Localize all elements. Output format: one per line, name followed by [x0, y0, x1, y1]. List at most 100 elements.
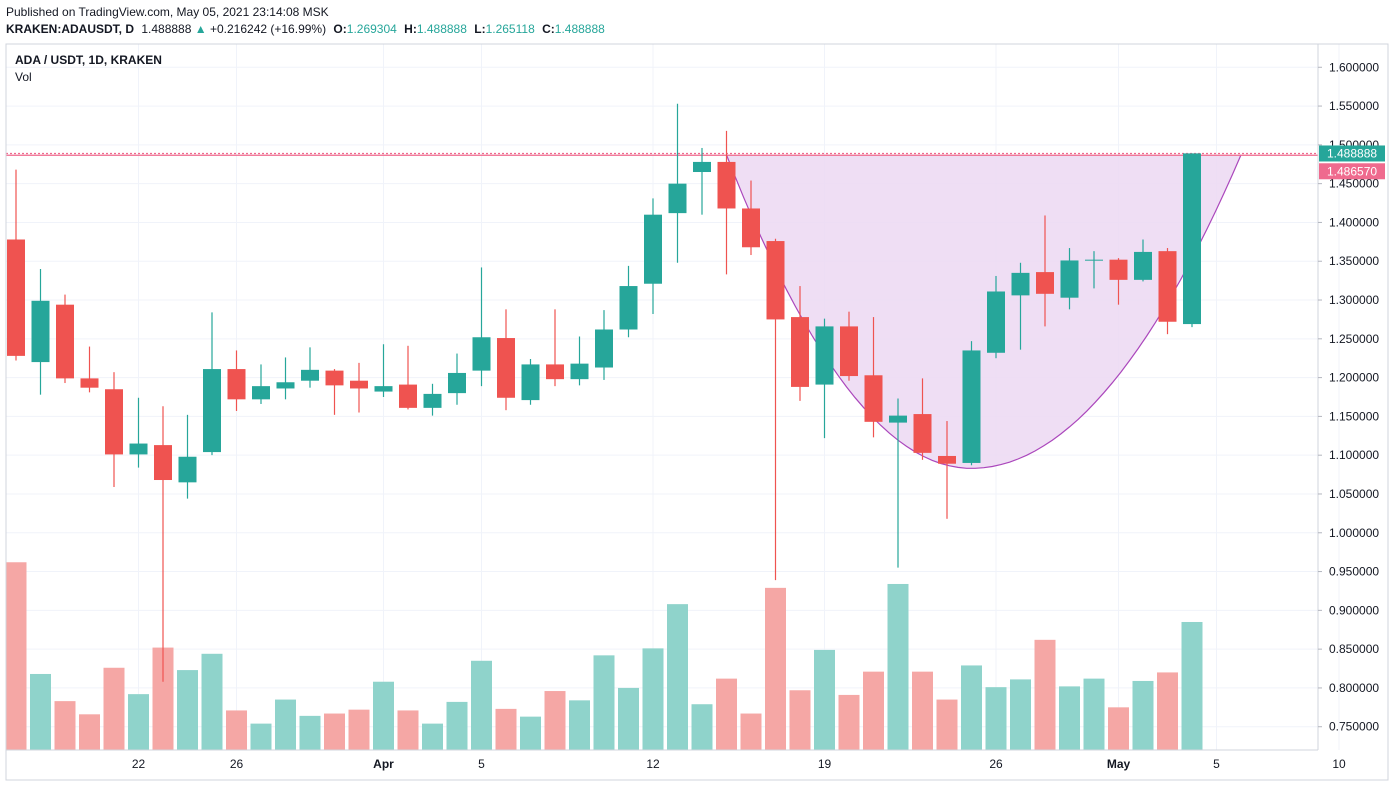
candle[interactable]: [1011, 262, 1030, 350]
candle-body: [668, 183, 687, 214]
volume-bar: [422, 723, 443, 750]
candle[interactable]: [252, 364, 270, 404]
volume-bar: [1108, 707, 1129, 750]
chart-frame: [5, 43, 1389, 781]
y-tick-label: 1.200000: [1329, 371, 1379, 385]
price-level-lines: [6, 152, 1318, 156]
candle[interactable]: [693, 147, 711, 215]
candle[interactable]: [154, 406, 172, 682]
candle[interactable]: [938, 421, 956, 519]
outer-border: [5, 43, 1389, 781]
volume-bar: [667, 604, 688, 750]
candle[interactable]: [448, 353, 466, 405]
candle[interactable]: [203, 312, 221, 456]
close-label: C:: [542, 22, 555, 36]
volume-bar: [1157, 672, 1178, 750]
candle[interactable]: [913, 378, 932, 460]
y-tick-label: 1.000000: [1329, 526, 1379, 540]
candle[interactable]: [815, 318, 834, 439]
candle[interactable]: [1158, 248, 1177, 335]
candle-body: [815, 326, 834, 385]
candle[interactable]: [105, 372, 123, 487]
price-labels: 1.488888 1.486570: [1319, 145, 1385, 180]
cup-outline: [725, 154, 1242, 469]
candle[interactable]: [276, 357, 295, 400]
volume-bar: [79, 714, 100, 750]
candle-body: [31, 300, 50, 363]
candle[interactable]: [595, 310, 613, 380]
candle[interactable]: [1060, 248, 1079, 310]
x-tick-label: 26: [230, 757, 244, 771]
candle[interactable]: [962, 341, 981, 466]
candle[interactable]: [889, 398, 907, 568]
candle[interactable]: [668, 103, 687, 263]
volume-bar: [1083, 678, 1105, 750]
symbol-legend: KRAKEN:ADAUSDT, D 1.488888 ▲ +0.216242 (…: [6, 22, 605, 36]
candle-body: [766, 241, 785, 320]
time-axis[interactable]: 22 26 Apr 5 12 19 26 May 5 10: [132, 757, 1346, 771]
candle[interactable]: [374, 344, 393, 397]
candle-body: [423, 393, 442, 408]
candle[interactable]: [840, 311, 858, 381]
candle-body: [105, 389, 123, 455]
price-axis[interactable]: 1.6000001.5500001.5000001.4500001.400000…: [1318, 60, 1379, 734]
candle[interactable]: [742, 180, 760, 256]
candle[interactable]: [619, 265, 638, 338]
volume-bar: [1010, 679, 1031, 750]
candle-body: [301, 369, 319, 381]
candle[interactable]: [325, 369, 344, 415]
y-tick-label: 0.850000: [1329, 642, 1379, 656]
candle[interactable]: [129, 397, 148, 468]
candle[interactable]: [1036, 215, 1054, 327]
candle[interactable]: [570, 336, 589, 386]
candle-body: [889, 415, 907, 423]
candle[interactable]: [350, 362, 368, 413]
volume-bar: [838, 694, 860, 750]
volume-bar: [471, 660, 492, 750]
volume-bar: [716, 678, 737, 750]
high-value: 1.488888: [416, 22, 467, 36]
candle-body: [987, 291, 1005, 353]
candle[interactable]: [399, 345, 417, 410]
candle[interactable]: [1183, 153, 1201, 328]
candle[interactable]: [1085, 251, 1103, 289]
candle[interactable]: [717, 130, 736, 275]
candle[interactable]: [80, 346, 99, 393]
candle-body: [619, 286, 638, 330]
candle[interactable]: [178, 414, 197, 499]
volume-bar: [691, 704, 713, 750]
candle-body: [497, 338, 515, 398]
candle[interactable]: [987, 275, 1005, 359]
symbol-name: KRAKEN:ADAUSDT, D: [6, 22, 134, 36]
y-tick-label: 0.950000: [1329, 565, 1379, 579]
volume-bar: [642, 648, 664, 750]
candle[interactable]: [521, 358, 540, 405]
candle-body: [276, 382, 295, 389]
candle[interactable]: [301, 347, 319, 388]
candle[interactable]: [1109, 258, 1128, 305]
candle[interactable]: [472, 267, 491, 387]
candle[interactable]: [864, 317, 883, 438]
candle[interactable]: [1134, 239, 1152, 282]
y-tick-label: 1.250000: [1329, 332, 1379, 346]
candle[interactable]: [644, 198, 662, 314]
candle[interactable]: [791, 286, 809, 401]
candle-body: [791, 317, 809, 387]
volume-bar: [593, 655, 615, 750]
volume-bar: [740, 713, 762, 750]
volume-bar: [1181, 621, 1203, 750]
volume-bar: [814, 649, 835, 750]
candle[interactable]: [31, 268, 50, 395]
candle[interactable]: [56, 294, 74, 384]
candle[interactable]: [423, 383, 442, 416]
candle[interactable]: [546, 309, 564, 387]
candle[interactable]: [766, 238, 785, 581]
chart-title: ADA / USDT, 1D, KRAKEN: [15, 53, 162, 67]
volume-bar: [250, 723, 272, 750]
cup-pattern: [725, 154, 1242, 469]
candle[interactable]: [227, 350, 246, 411]
candle[interactable]: [497, 309, 515, 411]
candle[interactable]: [7, 169, 25, 361]
volume-bar: [569, 700, 590, 750]
